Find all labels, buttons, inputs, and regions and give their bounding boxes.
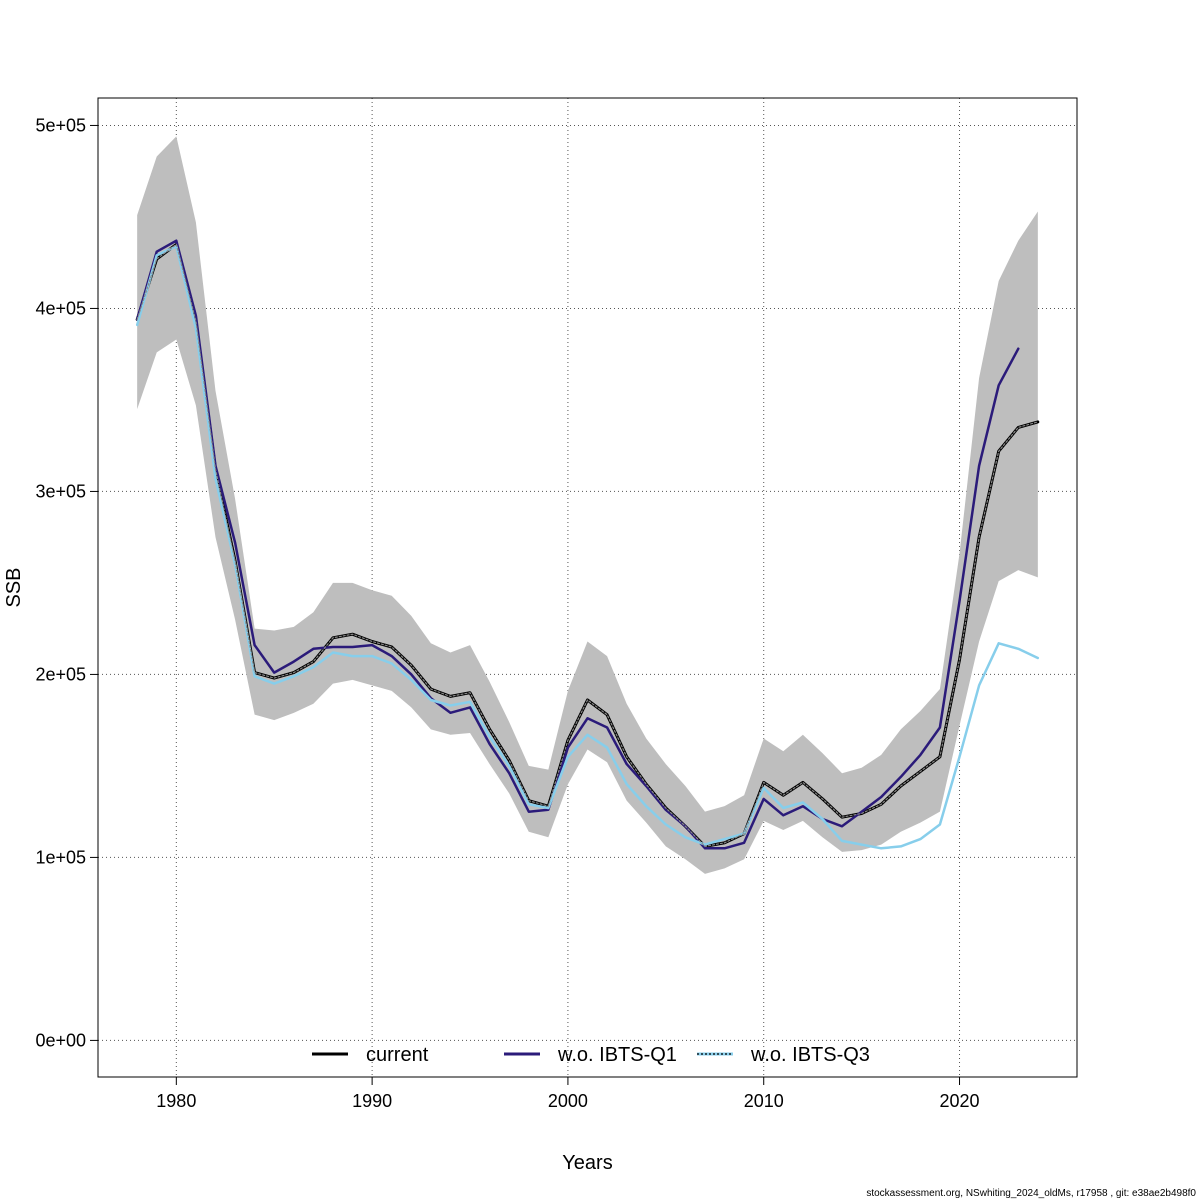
legend: current w.o. IBTS-Q1 w.o. IBTS-Q3 — [312, 1044, 870, 1066]
plot-frame — [97, 97, 1078, 1078]
y-tick-label: 3e+05 — [35, 481, 86, 501]
confidence-band — [137, 136, 1038, 874]
x-axis: 1980 1990 2000 2010 2020 — [156, 1077, 980, 1111]
series-line-w-o-ibts-q1 — [135, 239, 1020, 850]
footer-caption: stockassessment.org, NSwhiting_2024_oldM… — [866, 1188, 1196, 1199]
x-tick-label: 1990 — [352, 1091, 392, 1111]
x-tick-label: 2020 — [939, 1091, 979, 1111]
legend-label: current — [366, 1044, 429, 1066]
confidence-band-area — [137, 136, 1038, 874]
y-tick-label: 5e+05 — [35, 115, 86, 135]
y-tick-label: 0e+00 — [35, 1030, 86, 1050]
y-axis: 0e+00 1e+05 2e+05 3e+05 4e+05 5e+05 — [35, 115, 98, 1050]
series-lines — [135, 239, 1040, 850]
x-tick-label: 1980 — [156, 1091, 196, 1111]
y-tick-label: 1e+05 — [35, 847, 86, 867]
y-tick-label: 2e+05 — [35, 664, 86, 684]
y-axis-title: SSB — [3, 567, 25, 607]
series-line-w-o-ibts-q3 — [135, 244, 1040, 850]
x-tick-label: 2000 — [548, 1091, 588, 1111]
legend-label: w.o. IBTS-Q3 — [750, 1044, 870, 1066]
x-tick-label: 2010 — [744, 1091, 784, 1111]
legend-label: w.o. IBTS-Q1 — [557, 1044, 677, 1066]
y-tick-label: 4e+05 — [35, 298, 86, 318]
x-axis-title: Years — [562, 1152, 612, 1174]
series-line-current-overlay — [136, 243, 1039, 847]
